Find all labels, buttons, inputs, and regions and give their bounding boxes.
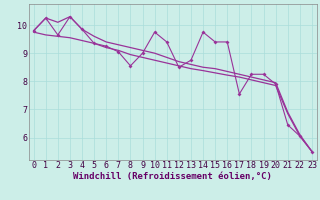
X-axis label: Windchill (Refroidissement éolien,°C): Windchill (Refroidissement éolien,°C) <box>73 172 272 181</box>
